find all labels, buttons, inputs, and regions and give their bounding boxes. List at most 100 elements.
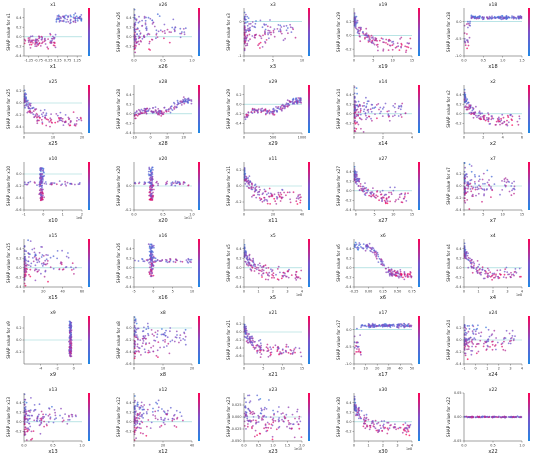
y-axis-label: SHAP value for x21 — [226, 320, 231, 361]
scatter-point — [166, 336, 169, 339]
scatter-point — [386, 43, 389, 46]
x-tick-label: 0.0 — [21, 444, 26, 448]
scatter-point — [249, 259, 252, 262]
scatter-point — [472, 333, 475, 335]
scatter-point — [506, 17, 509, 20]
scatter-point — [78, 118, 80, 121]
scatter-point — [507, 116, 510, 118]
scatter-point — [374, 253, 376, 256]
y-tick-label: -0.4 — [15, 285, 22, 289]
scatter-point — [511, 182, 513, 185]
scatter-point — [246, 256, 249, 258]
scatter-point — [499, 193, 501, 196]
scatter-point — [143, 112, 145, 114]
scatter-point — [149, 176, 152, 179]
scatter-point — [491, 416, 494, 419]
scatter-point — [139, 113, 142, 115]
scatter-point — [386, 324, 389, 326]
scatter-point — [394, 46, 397, 49]
scatter-point — [406, 45, 408, 48]
scatter-point — [173, 102, 176, 105]
scatter-point — [397, 427, 400, 430]
scatter-point — [405, 51, 407, 53]
scatter-point — [403, 271, 406, 273]
scatter-point — [151, 245, 153, 247]
scatter-point — [190, 261, 192, 264]
scatter-point — [269, 203, 271, 205]
scatter-point — [373, 249, 376, 251]
scatter-point — [165, 182, 168, 184]
scatter-point — [518, 267, 521, 270]
y-tick-label: 0.0 — [456, 112, 461, 116]
scatter-point — [149, 17, 152, 20]
scatter-point — [510, 337, 513, 339]
y-tick-label: -0.2 — [125, 208, 132, 212]
scatter-point — [32, 110, 35, 112]
scatter-point — [470, 353, 473, 356]
scatter-point — [358, 242, 361, 244]
x-tick-label: 0 — [353, 444, 355, 448]
scatter-point — [514, 16, 517, 19]
y-tick-label: 0.0 — [346, 328, 351, 332]
y-tick-label: 0.0 — [16, 266, 21, 270]
scatter-point — [267, 33, 269, 36]
scatter-point — [387, 270, 390, 273]
x-tick-label: 0.75 — [64, 59, 72, 63]
scatter-point — [282, 351, 285, 354]
scatter-point — [138, 20, 141, 23]
scatter-point — [28, 39, 31, 41]
scatter-point — [35, 259, 38, 261]
scatter-point — [255, 196, 258, 199]
scatter-point — [247, 394, 249, 397]
scatter-point — [354, 409, 357, 412]
scatter-point — [513, 185, 516, 188]
scatter-point — [274, 420, 277, 422]
scatter-point — [258, 269, 260, 272]
scatter-point — [279, 200, 282, 202]
scatter-point — [490, 118, 493, 121]
scatter-point — [147, 109, 150, 111]
scatter-point — [373, 423, 375, 426]
scatter-point — [160, 110, 163, 113]
scatter-point — [398, 276, 400, 279]
scatter-point — [41, 191, 44, 194]
scatter-point — [382, 48, 385, 51]
scatter-point — [173, 414, 175, 417]
x-axis-label: x21 — [268, 372, 277, 378]
scatter-point — [247, 177, 250, 179]
x-axis-label: x8 — [160, 372, 166, 378]
scatter-point — [245, 262, 248, 265]
scatter-point — [45, 112, 48, 115]
scatter-point — [281, 418, 283, 421]
scatter-point — [379, 106, 382, 109]
scatter-point — [136, 33, 138, 36]
scatter-point — [184, 339, 186, 341]
scatter-point — [244, 405, 247, 408]
scatter-point — [385, 271, 388, 274]
scatter-point — [151, 411, 154, 413]
y-tick-label: -0.2 — [455, 122, 462, 126]
scatter-point — [376, 117, 378, 120]
scatter-point — [247, 338, 249, 340]
scatter-point — [149, 188, 152, 191]
scatter-point — [513, 192, 515, 195]
scatter-point — [49, 117, 52, 120]
scatter-point — [378, 257, 381, 260]
subplot-title: x5 — [270, 233, 276, 239]
scatter-point — [479, 339, 482, 342]
scatter-point — [245, 428, 247, 430]
scatter-point — [408, 426, 410, 429]
scatter-point — [147, 243, 150, 246]
scatter-point — [40, 170, 42, 173]
scatter-point — [289, 201, 292, 204]
scatter-point — [518, 115, 521, 118]
scatter-point — [152, 244, 155, 247]
x-tick-label: 0 — [355, 213, 357, 217]
scatter-point — [258, 432, 261, 435]
scatter-point — [468, 108, 471, 110]
scatter-point — [516, 120, 519, 123]
scatter-point — [494, 345, 496, 347]
scatter-point — [378, 39, 381, 42]
scatter-point — [408, 273, 411, 275]
